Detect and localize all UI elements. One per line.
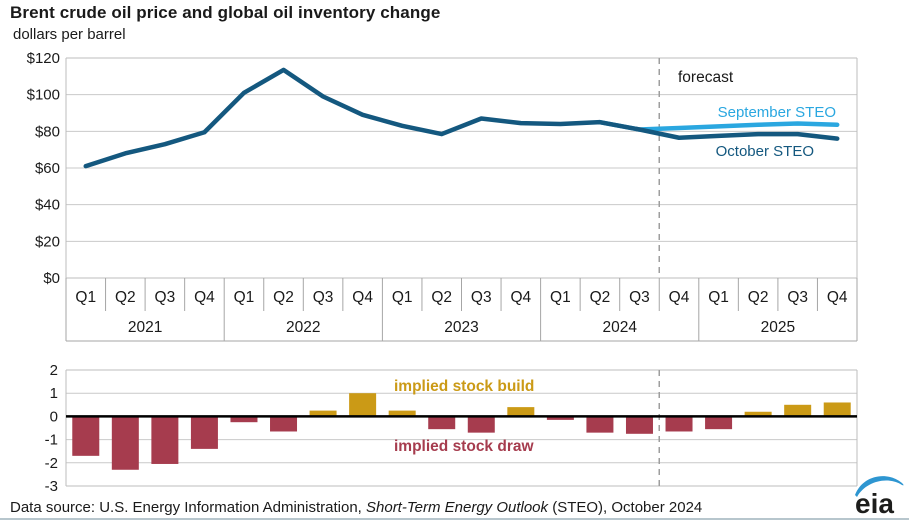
stock-build-bar xyxy=(349,393,376,416)
quarter-label: Q3 xyxy=(787,289,808,306)
inventory-ytick-label: -2 xyxy=(45,455,58,472)
stock-draw-bar xyxy=(666,416,693,431)
inventory-chart: 2 1 0 -1 -2 -3 implied stock build implied stoc… xyxy=(45,362,857,495)
charts-canvas: $0 $20 $40 $60 $80 $100 $120 forecast September … xyxy=(0,0,909,523)
year-label: 2021 xyxy=(128,319,162,336)
price-ytick-label: $0 xyxy=(43,270,60,287)
stock-draw-bar xyxy=(428,416,455,429)
inventory-ytick-label: 1 xyxy=(50,385,58,402)
price-ytick-label: $100 xyxy=(27,87,60,104)
quarter-label: Q2 xyxy=(590,289,611,306)
stock-draw-bar xyxy=(468,416,495,432)
eia-logo-text: eia xyxy=(855,488,894,518)
quarter-year-axis: Q1 Q2 Q3 Q4 Q1 Q2 Q3 Q4 Q1 Q2 Q3 Q4 Q1 Q2 Q3 Q4 Q1 Q2 Q3 Q4… xyxy=(66,278,857,341)
quarter-label: Q2 xyxy=(115,289,136,306)
year-label: 2024 xyxy=(602,319,637,336)
stock-build-bar xyxy=(824,402,851,416)
quarter-label: Q2 xyxy=(273,289,294,306)
stock-draw-bar xyxy=(112,416,139,469)
quarter-label: Q1 xyxy=(234,289,255,306)
eia-logo: eia xyxy=(852,468,906,518)
forecast-label: forecast xyxy=(678,69,734,86)
quarter-label: Q2 xyxy=(431,289,452,306)
inventory-ytick-label: 2 xyxy=(50,362,58,379)
stock-draw-bar xyxy=(72,416,99,455)
quarter-label: Q4 xyxy=(827,289,848,306)
quarter-label: Q3 xyxy=(155,289,176,306)
october-steo-label: October STEO xyxy=(716,143,814,160)
inventory-ytick-label: -3 xyxy=(45,478,58,495)
stock-build-bar xyxy=(507,407,534,416)
footer-prefix: Data source: U.S. Energy Information Adm… xyxy=(10,499,366,516)
year-label: 2025 xyxy=(761,319,795,336)
price-ytick-label: $80 xyxy=(35,123,60,140)
implied-stock-build-label: implied stock build xyxy=(394,378,534,395)
quarter-label: Q1 xyxy=(392,289,413,306)
quarter-label: Q1 xyxy=(75,289,96,306)
quarter-label: Q4 xyxy=(194,289,215,306)
inventory-ytick-label: 0 xyxy=(50,408,58,425)
year-label: 2022 xyxy=(286,319,320,336)
stock-build-bar xyxy=(784,405,811,417)
quarter-label: Q1 xyxy=(708,289,729,306)
year-label: 2023 xyxy=(444,319,478,336)
stock-draw-bar xyxy=(270,416,297,431)
price-ytick-label: $40 xyxy=(35,197,60,214)
stock-draw-bar xyxy=(191,416,218,448)
price-chart: $0 $20 $40 $60 $80 $100 $120 forecast September … xyxy=(27,50,857,287)
stock-draw-bar xyxy=(151,416,178,464)
stock-draw-bar xyxy=(586,416,613,432)
stock-draw-bar xyxy=(705,416,732,429)
quarter-label: Q3 xyxy=(313,289,334,306)
footer-divider xyxy=(0,518,909,520)
quarter-label: Q4 xyxy=(510,289,531,306)
footer-publication-name: Short-Term Energy Outlook xyxy=(366,499,548,516)
quarter-label: Q3 xyxy=(471,289,492,306)
data-source-note: Data source: U.S. Energy Information Adm… xyxy=(10,499,702,516)
quarter-label: Q2 xyxy=(748,289,769,306)
inventory-ytick-label: -1 xyxy=(45,432,58,449)
price-ytick-label: $120 xyxy=(27,50,60,67)
stock-draw-bar xyxy=(626,416,653,433)
footer-suffix: (STEO), October 2024 xyxy=(548,499,702,516)
price-ytick-label: $60 xyxy=(35,160,60,177)
quarter-label: Q4 xyxy=(352,289,373,306)
quarter-label: Q1 xyxy=(550,289,571,306)
price-ytick-label: $20 xyxy=(35,233,60,250)
quarter-label: Q4 xyxy=(669,289,690,306)
quarter-label: Q3 xyxy=(629,289,650,306)
implied-stock-draw-label: implied stock draw xyxy=(394,438,534,455)
september-steo-label: September STEO xyxy=(718,104,836,121)
